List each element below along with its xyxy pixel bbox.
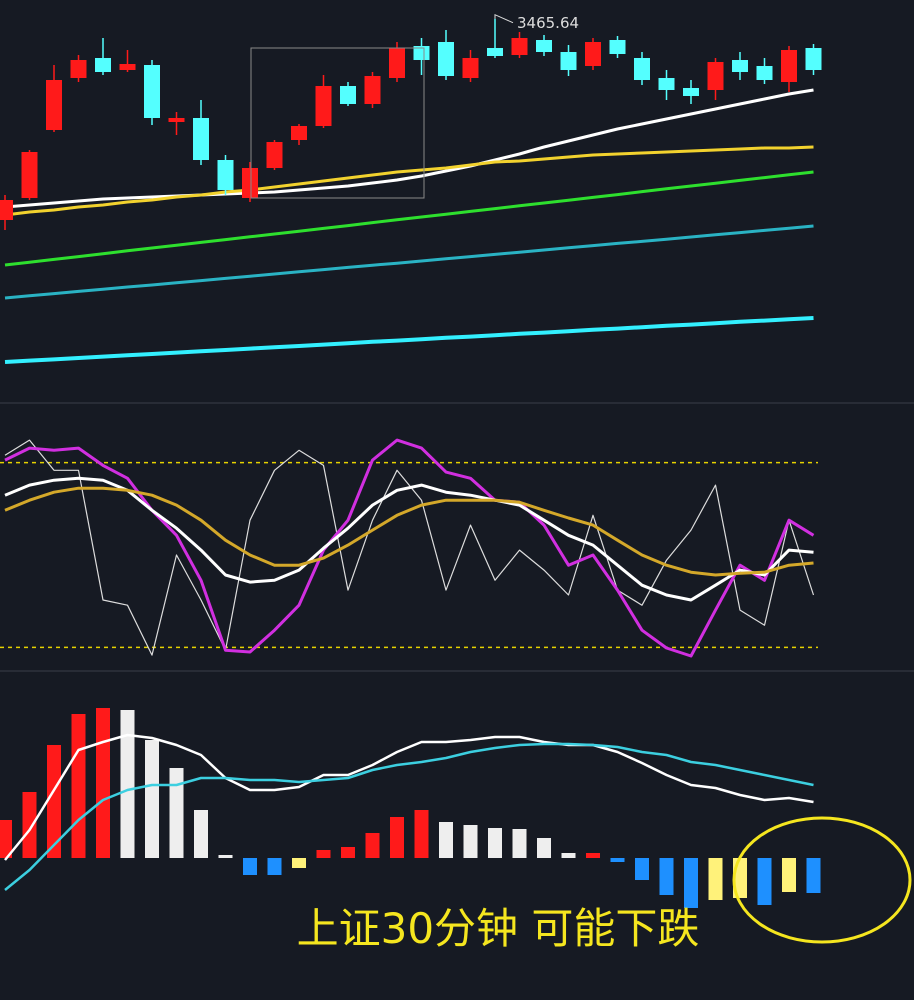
candle-body	[511, 38, 528, 55]
macd-bar	[341, 847, 355, 858]
macd-bar	[439, 822, 453, 858]
candle-body	[658, 78, 675, 90]
candle-body	[119, 64, 136, 70]
macd-bar	[757, 858, 772, 905]
caption: 上证30分钟 可能下跌	[297, 904, 700, 953]
candle-body	[805, 48, 822, 70]
macd-bar	[316, 850, 331, 858]
candle-body	[389, 48, 405, 78]
macd-bar	[414, 810, 429, 858]
macd-bar	[488, 828, 502, 858]
macd-bar	[145, 740, 159, 858]
macd-bar	[659, 858, 674, 895]
macd-bar	[512, 829, 527, 858]
candle-body	[217, 160, 234, 190]
macd-bar	[267, 858, 282, 875]
macd-bar	[218, 855, 233, 858]
macd-bar	[806, 858, 821, 893]
highlight-ellipse	[732, 816, 912, 944]
max-label: 3465.64	[517, 14, 579, 32]
macd-bar	[390, 817, 404, 858]
candle-body	[168, 118, 185, 122]
candle-body	[756, 66, 773, 80]
macd-bar	[586, 853, 600, 858]
macd-bar	[365, 833, 380, 858]
macd-bar	[169, 768, 184, 858]
candle-body	[46, 80, 62, 130]
indicator-line	[4, 486, 814, 577]
indicator-line	[4, 733, 814, 861]
indicator-line	[4, 476, 814, 602]
macd-bar	[537, 838, 551, 858]
candle-body	[438, 42, 454, 76]
candle-body	[144, 65, 160, 118]
macd-bar	[0, 820, 12, 858]
macd-bar	[463, 825, 478, 858]
macd-bar	[71, 714, 86, 858]
indicator-line	[4, 88, 814, 209]
layer: 3465.64	[0, 13, 822, 908]
macd-bar	[243, 858, 257, 875]
candle-body	[315, 86, 332, 126]
candle-body	[70, 60, 87, 78]
candle-body	[413, 46, 430, 60]
macd-bar	[47, 745, 61, 858]
candle-body	[193, 118, 209, 160]
macd-bar	[22, 792, 37, 858]
candle-body	[487, 48, 503, 56]
candle-body	[364, 76, 381, 104]
max-pointer	[494, 13, 514, 24]
indicator-line	[4, 224, 814, 300]
candle-body	[21, 152, 38, 198]
macd-bar	[610, 858, 625, 862]
candle-body	[242, 168, 258, 198]
indicator-line	[4, 438, 815, 658]
macd-bar	[120, 710, 135, 858]
candle-body	[609, 40, 626, 54]
candle-body	[707, 62, 724, 90]
indicator-line	[4, 145, 814, 217]
macd-bar	[708, 858, 723, 900]
candle-body	[781, 50, 797, 82]
macd-bar	[684, 858, 698, 908]
indicator-line	[4, 439, 815, 656]
candle-body	[683, 88, 699, 96]
candle-body	[0, 200, 13, 220]
indicator-line	[4, 316, 814, 364]
candle-body	[585, 42, 601, 66]
macd-bar	[96, 708, 110, 858]
indicator-line	[4, 170, 814, 267]
candle-body	[560, 52, 577, 70]
macd-bar	[561, 853, 576, 858]
candle-body	[536, 40, 552, 52]
candle-body	[462, 58, 479, 78]
candle-body	[291, 126, 307, 140]
indicator-line	[4, 742, 814, 891]
candle-body	[95, 58, 111, 72]
macd-bar	[635, 858, 649, 880]
macd-bar	[194, 810, 208, 858]
macd-bar	[292, 858, 306, 868]
candle-body	[340, 86, 356, 104]
candle-body	[266, 142, 283, 168]
candle-body	[732, 60, 748, 72]
selection-box	[250, 47, 425, 199]
candle-body	[634, 58, 650, 80]
macd-bar	[782, 858, 796, 892]
